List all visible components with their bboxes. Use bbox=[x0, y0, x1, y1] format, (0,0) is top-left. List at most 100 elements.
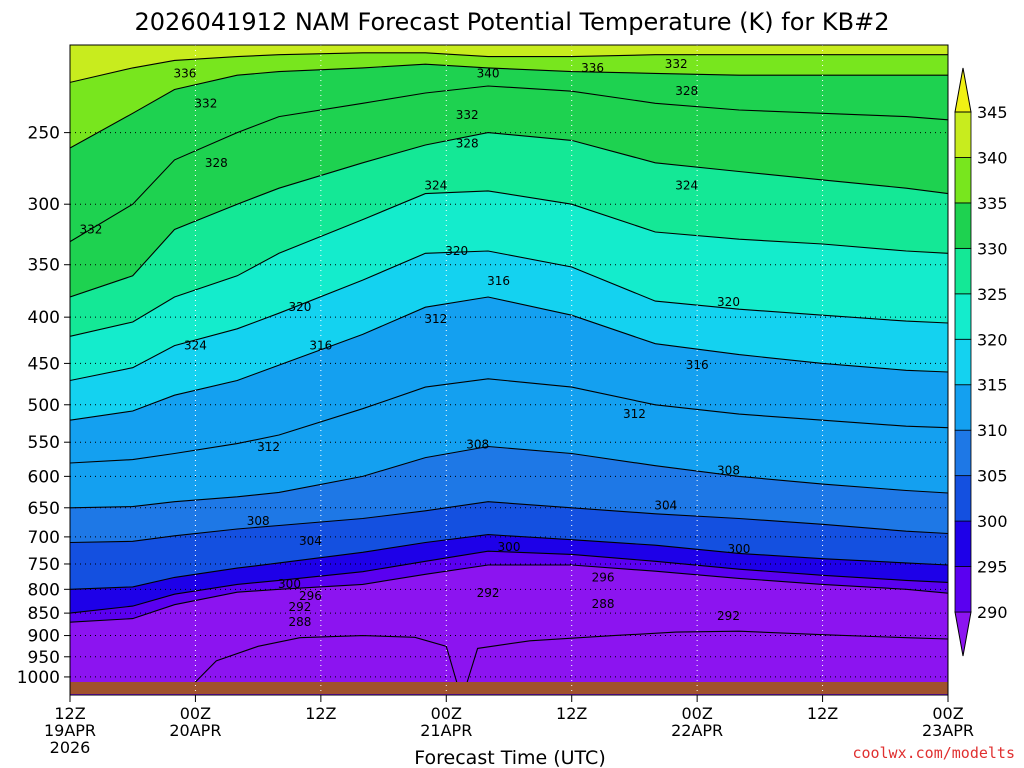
contour-label: 328 bbox=[456, 136, 479, 150]
fill-band-332 bbox=[70, 45, 948, 242]
colorbar-label: 325 bbox=[977, 285, 1008, 304]
contour-line-296 bbox=[70, 550, 948, 614]
y-tick-label: 300 bbox=[28, 195, 60, 215]
x-tick-label: 23APR bbox=[922, 721, 974, 740]
x-tick-label: 22APR bbox=[671, 721, 723, 740]
colorbar-swatch bbox=[954, 111, 972, 158]
contour-line-308 bbox=[70, 445, 948, 509]
contour-label: 308 bbox=[717, 463, 740, 477]
contour-label: 300 bbox=[727, 542, 750, 556]
colorbar-max-triangle bbox=[954, 67, 972, 113]
contour-line-288-2 bbox=[466, 630, 948, 683]
fill-cold-pool-1 bbox=[195, 635, 457, 682]
y-tick-label: 450 bbox=[28, 354, 60, 374]
y-tick-label: 950 bbox=[28, 648, 60, 668]
colorbar-min-triangle bbox=[954, 611, 972, 657]
x-tick-label: 00Z bbox=[431, 704, 462, 723]
colorbar-swatch bbox=[954, 293, 972, 340]
contour-line-320 bbox=[70, 250, 948, 382]
contour-label: 328 bbox=[675, 84, 698, 98]
y-tick-label: 750 bbox=[28, 555, 60, 575]
contour-label: 336 bbox=[581, 61, 604, 75]
x-tick-label: 19APR bbox=[44, 721, 96, 740]
colorbar: 290 295 300 305 310 315 320 325 330 335 340 345 bbox=[954, 67, 1008, 657]
y-tick-label: 850 bbox=[28, 604, 60, 624]
y-tick-label: 1000 bbox=[17, 668, 60, 688]
colorbar-label: 300 bbox=[977, 512, 1008, 531]
contour-label: 292 bbox=[717, 609, 740, 623]
x-tick-label: 2026 bbox=[50, 738, 91, 757]
colorbar-label: 340 bbox=[977, 148, 1008, 167]
y-tick-label: 600 bbox=[28, 467, 60, 487]
credit-text: coolwx.com/modelts bbox=[852, 744, 1015, 762]
contour-label: 316 bbox=[309, 339, 332, 353]
y-tick-label: 700 bbox=[28, 528, 60, 548]
colorbar-label: 295 bbox=[977, 558, 1008, 577]
y-tick-label: 350 bbox=[28, 256, 60, 276]
contour-line-288-1 bbox=[195, 635, 458, 683]
colorbar-label: 335 bbox=[977, 194, 1008, 213]
contour-label: 328 bbox=[205, 156, 228, 170]
y-tick-label: 500 bbox=[28, 396, 60, 416]
y-tick-label: 250 bbox=[28, 124, 60, 144]
y-axis: 250 300 350 400 450 500 550 600 650 700 750 800 850 9… bbox=[17, 124, 70, 688]
chart-title: 2026041912 NAM Forecast Potential Temper… bbox=[135, 8, 890, 36]
contour-line-312 bbox=[70, 378, 948, 464]
contour-label: 336 bbox=[174, 66, 197, 80]
contour-label: 320 bbox=[288, 300, 311, 314]
contour-label: 316 bbox=[686, 358, 709, 372]
x-tick-label: 20APR bbox=[169, 721, 221, 740]
colorbar-swatch bbox=[954, 566, 972, 613]
contour-label: 340 bbox=[477, 66, 500, 80]
contour-labels: 336 340 336 332 332 328 332 328 328 324 324 332 320 3… bbox=[79, 57, 750, 629]
contour-label: 288 bbox=[288, 615, 311, 629]
y-tick-label: 800 bbox=[28, 580, 60, 600]
colorbar-swatch bbox=[954, 475, 972, 522]
contour-label: 308 bbox=[247, 514, 270, 528]
x-tick-label: 12Z bbox=[305, 704, 336, 723]
y-tick-label: 400 bbox=[28, 308, 60, 328]
x-tick-label: 12Z bbox=[556, 704, 587, 723]
contour-label: 308 bbox=[466, 437, 489, 451]
x-tick-label: 00Z bbox=[681, 704, 712, 723]
plot-frame bbox=[69, 44, 949, 696]
y-tick-label: 550 bbox=[28, 433, 60, 453]
colorbar-label: 310 bbox=[977, 421, 1008, 440]
y-tick-label: 650 bbox=[28, 499, 60, 519]
contour-label: 292 bbox=[477, 586, 500, 600]
ground-layer bbox=[70, 682, 948, 694]
contour-label: 332 bbox=[194, 96, 217, 110]
fill-cold-pool-2 bbox=[467, 631, 948, 682]
colorbar-swatch bbox=[954, 247, 972, 295]
colorbar-swatch bbox=[954, 429, 972, 477]
contour-line-340 bbox=[70, 52, 948, 83]
contour-label: 332 bbox=[79, 223, 102, 237]
colorbar-swatch bbox=[954, 157, 972, 204]
colorbar-label: 330 bbox=[977, 239, 1008, 258]
colorbar-swatch bbox=[954, 520, 972, 567]
contour-label: 324 bbox=[675, 178, 698, 192]
x-axis-label: Forecast Time (UTC) bbox=[414, 747, 605, 768]
contour-label: 324 bbox=[424, 178, 447, 192]
contour-label: 296 bbox=[592, 570, 615, 584]
contour-lines bbox=[70, 52, 948, 683]
colorbar-label: 315 bbox=[977, 376, 1008, 395]
colorbar-swatch bbox=[954, 384, 972, 431]
contour-line-336 bbox=[70, 63, 948, 149]
contour-label: 304 bbox=[299, 534, 322, 548]
colorbar-swatch bbox=[954, 338, 972, 386]
contour-line-328 bbox=[70, 132, 948, 298]
contour-label: 288 bbox=[592, 597, 615, 611]
contour-line-304 bbox=[70, 501, 948, 544]
contour-label: 332 bbox=[665, 57, 688, 71]
y-tick-label: 900 bbox=[28, 627, 60, 647]
contour-line-324 bbox=[70, 190, 948, 337]
contour-label: 332 bbox=[456, 108, 479, 122]
filled-contours bbox=[70, 45, 948, 695]
contour-label: 312 bbox=[623, 407, 646, 421]
contour-label: 300 bbox=[498, 540, 521, 554]
contour-label: 320 bbox=[717, 295, 740, 309]
contour-label: 312 bbox=[257, 440, 280, 454]
